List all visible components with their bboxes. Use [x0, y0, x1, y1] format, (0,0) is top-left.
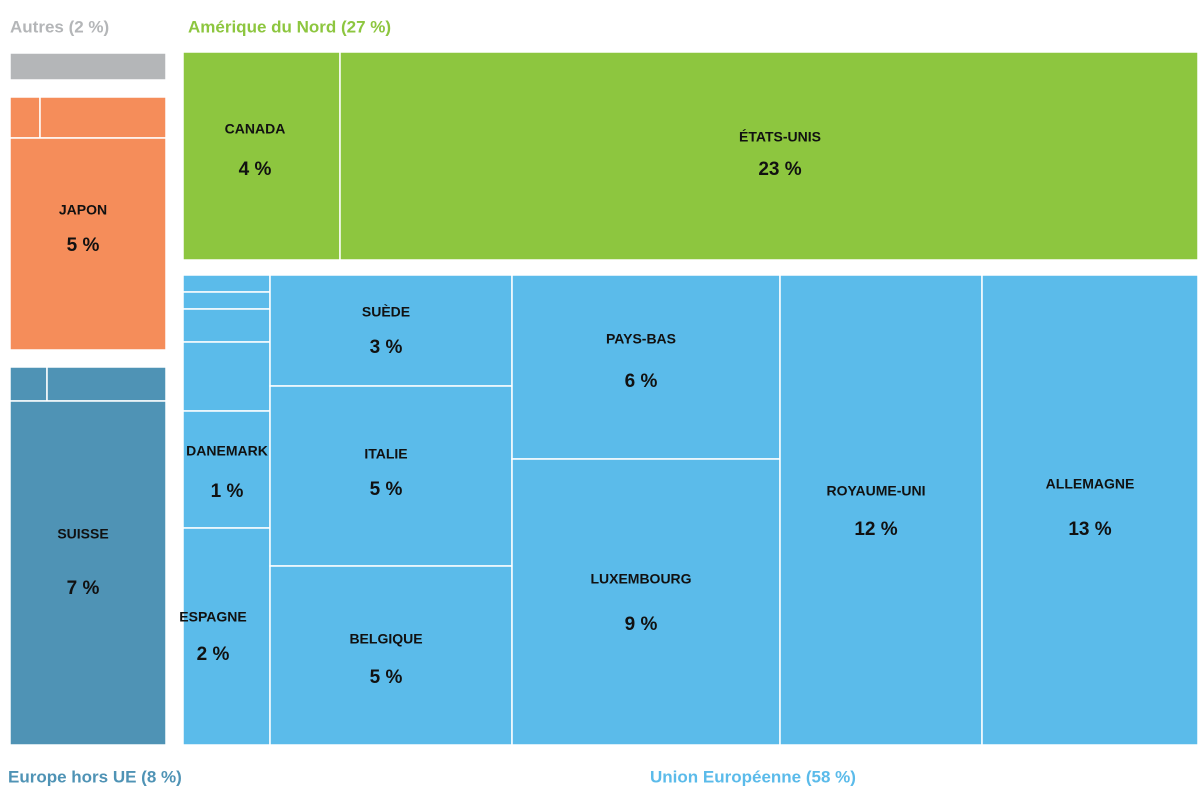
tile	[9, 137, 167, 351]
tile	[269, 385, 513, 567]
tile-name: PAYS-BAS	[606, 331, 676, 347]
tile	[511, 274, 781, 460]
tile	[182, 527, 271, 746]
tile-name: SUÈDE	[362, 304, 410, 320]
tile-value: 5 %	[370, 479, 403, 500]
tile-name: ESPAGNE	[179, 609, 246, 625]
group-label: Europe hors UE (8 %)	[8, 767, 182, 786]
tile-value: 5 %	[370, 667, 403, 688]
tile-value: 9 %	[625, 614, 658, 635]
tile	[182, 274, 271, 293]
tile-value: 23 %	[758, 159, 801, 180]
tile-name: ITALIE	[364, 446, 407, 462]
tile-name: CANADA	[225, 121, 286, 137]
tile-name: ÉTATS-UNIS	[739, 129, 821, 145]
tile	[9, 366, 48, 402]
tile	[182, 410, 271, 529]
unlabeled-tiles	[9, 52, 271, 412]
tile	[9, 96, 41, 139]
tile	[511, 458, 781, 746]
tile-value: 4 %	[239, 159, 272, 180]
tile-name: ROYAUME-UNI	[826, 483, 925, 499]
tile	[182, 291, 271, 310]
tile-value: 5 %	[67, 235, 100, 256]
tile-name: JAPON	[59, 202, 107, 218]
tile-name: LUXEMBOURG	[590, 571, 691, 587]
tile	[182, 308, 271, 343]
tile	[779, 274, 983, 746]
tile	[182, 341, 271, 412]
tile	[339, 51, 1198, 261]
tile-name: ALLEMAGNE	[1046, 476, 1135, 492]
tile-value: 2 %	[197, 644, 230, 665]
tile	[9, 52, 167, 81]
tile-value: 6 %	[625, 371, 658, 392]
tile	[182, 51, 341, 261]
group-label: Union Européenne (58 %)	[650, 767, 856, 786]
tile	[46, 366, 167, 402]
tile	[269, 274, 513, 387]
tile	[9, 400, 167, 746]
group-label: Autres (2 %)	[10, 17, 109, 36]
tile-value: 3 %	[370, 337, 403, 358]
tile	[981, 274, 1198, 746]
tile-value: 13 %	[1068, 519, 1111, 540]
tile-value: 7 %	[67, 578, 100, 599]
tile-value: 12 %	[854, 519, 897, 540]
tile-name: SUISSE	[57, 526, 108, 542]
tile-name: DANEMARK	[186, 443, 268, 459]
tile	[39, 96, 167, 139]
tile-value: 1 %	[211, 481, 244, 502]
tile	[269, 565, 513, 746]
group-label: Amérique du Nord (27 %)	[188, 17, 391, 36]
tile-name: BELGIQUE	[349, 631, 422, 647]
